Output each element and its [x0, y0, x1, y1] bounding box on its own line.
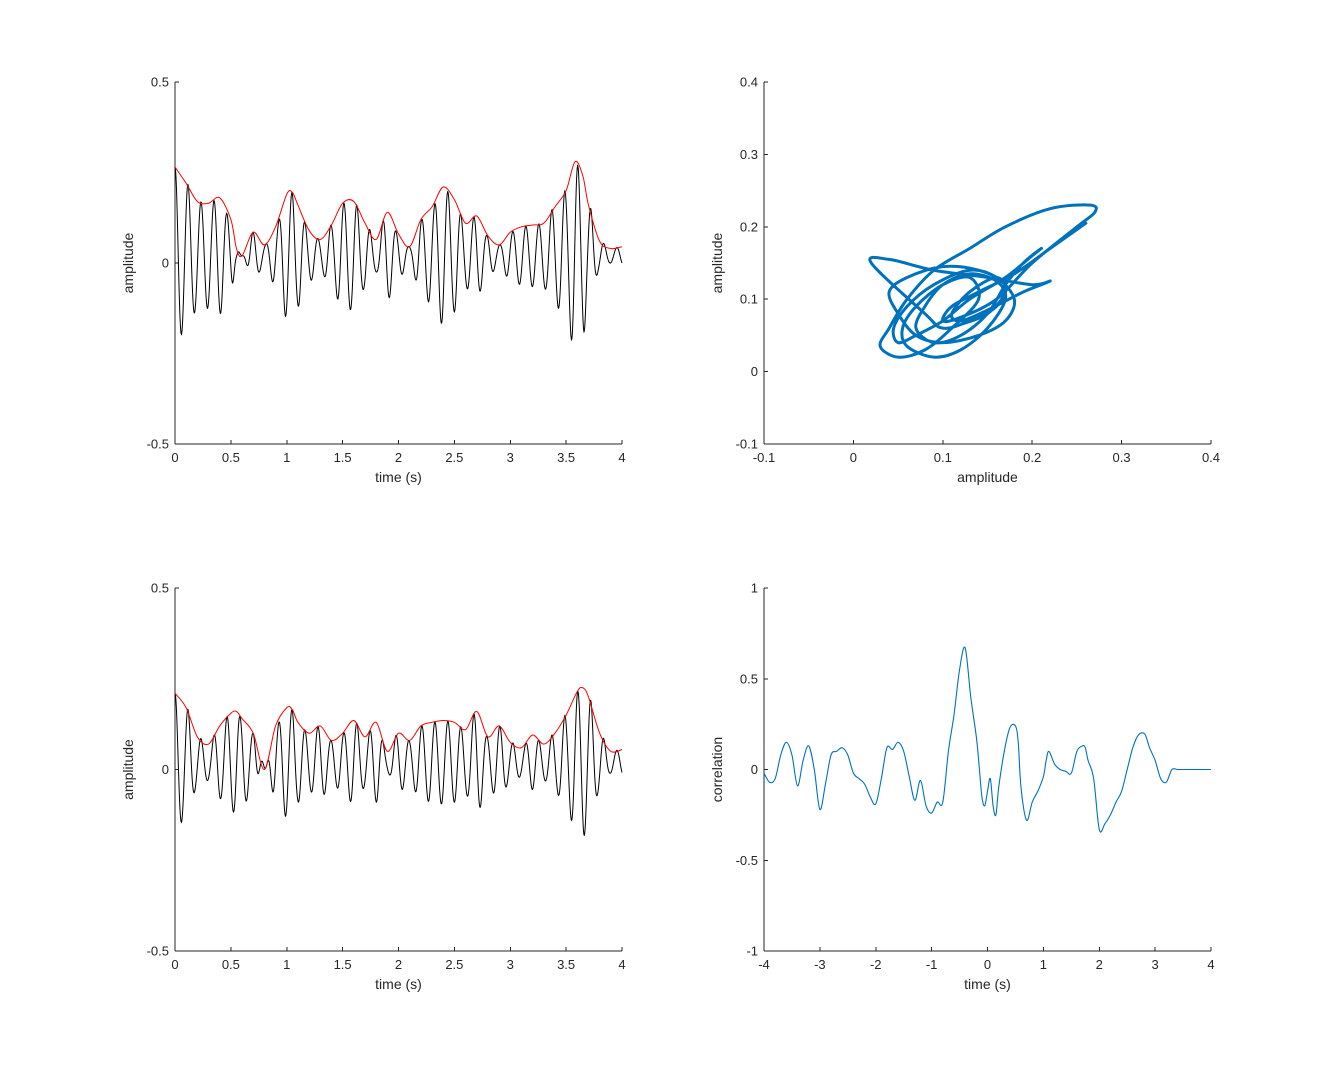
x-tick-label: 2	[395, 957, 402, 972]
x-tick-label: 2.5	[445, 957, 463, 972]
correlation-line	[763, 646, 1211, 833]
x-tick-label: 1.5	[334, 450, 352, 465]
x-tick-label: 3.5	[557, 450, 575, 465]
x-tick-label: 0	[984, 957, 991, 972]
x-tick-label: 2	[1096, 957, 1103, 972]
x-tick-label: 0	[171, 450, 178, 465]
x-tick-label: 0.5	[222, 957, 240, 972]
y-axis-label: amplitude	[120, 739, 136, 800]
y-tick-label: 0.5	[151, 75, 169, 90]
x-tick-label: 2	[395, 450, 402, 465]
x-tick-label: 4	[1207, 957, 1214, 972]
y-axis-label: amplitude	[709, 232, 725, 293]
x-tick-label: 0	[171, 957, 178, 972]
x-tick-label: 0.5	[222, 450, 240, 465]
x-tick-label: 3	[1152, 957, 1159, 972]
y-tick-label: 0.2	[740, 219, 758, 234]
y-tick-label: 0.5	[151, 581, 169, 596]
y-tick-label: 0	[751, 364, 758, 379]
envelope-line	[174, 686, 623, 771]
x-tick-label: 3.5	[557, 957, 575, 972]
y-axis-label: correlation	[709, 737, 725, 802]
x-axis-label: amplitude	[957, 469, 1018, 485]
y-tick-label: 0.5	[740, 671, 758, 686]
x-tick-label: -1	[926, 957, 938, 972]
x-axis-label: time (s)	[375, 469, 422, 485]
y-tick-label: 0.4	[740, 75, 758, 90]
y-tick-label: 0	[751, 762, 758, 777]
x-axis-label: time (s)	[964, 976, 1011, 992]
signal-line	[174, 690, 623, 837]
x-tick-label: 4	[618, 450, 625, 465]
y-tick-label: 0.1	[740, 292, 758, 307]
x-tick-label: 0.1	[934, 450, 952, 465]
panel-top-right: -0.1 0 0.1 0.2 0.3 0.4 -0.1 0 0.1 0.2 0.3 0.4 amplit…	[709, 75, 1220, 486]
trajectory-line	[868, 203, 1098, 359]
x-tick-label: 3	[507, 957, 514, 972]
y-tick-label: 0	[162, 256, 169, 271]
x-tick-label: 2.5	[445, 450, 463, 465]
envelope-line	[174, 160, 623, 258]
x-tick-label: 0.3	[1113, 450, 1131, 465]
x-tick-label: -0.1	[753, 450, 775, 465]
panel-bottom-right: -4 -3 -2 -1 0 1 2 3 4 -1 -0.5 0 0.5 1 time (s) correlat…	[709, 581, 1215, 993]
x-tick-label: -3	[814, 957, 826, 972]
x-tick-label: 0	[850, 450, 857, 465]
x-tick-label: -2	[870, 957, 882, 972]
x-tick-label: 0.2	[1023, 450, 1041, 465]
x-axis-label: time (s)	[375, 976, 422, 992]
y-tick-label: -0.5	[736, 853, 758, 868]
y-tick-label: -0.1	[736, 437, 758, 452]
signal-line	[174, 164, 623, 342]
y-tick-label: 0	[162, 762, 169, 777]
x-tick-label: 1	[1040, 957, 1047, 972]
x-tick-label: 1	[283, 957, 290, 972]
y-tick-label: 1	[751, 581, 758, 596]
x-tick-label: 1	[283, 450, 290, 465]
x-tick-label: 4	[618, 957, 625, 972]
y-axis-label: amplitude	[120, 232, 136, 293]
y-tick-label: -0.5	[147, 437, 169, 452]
x-tick-label: 1.5	[334, 957, 352, 972]
y-tick-label: -0.5	[147, 944, 169, 959]
x-tick-label: 0.4	[1202, 450, 1220, 465]
x-tick-label: -4	[758, 957, 770, 972]
y-tick-label: -1	[746, 944, 758, 959]
y-tick-label: 0.3	[740, 147, 758, 162]
x-tick-label: 3	[507, 450, 514, 465]
